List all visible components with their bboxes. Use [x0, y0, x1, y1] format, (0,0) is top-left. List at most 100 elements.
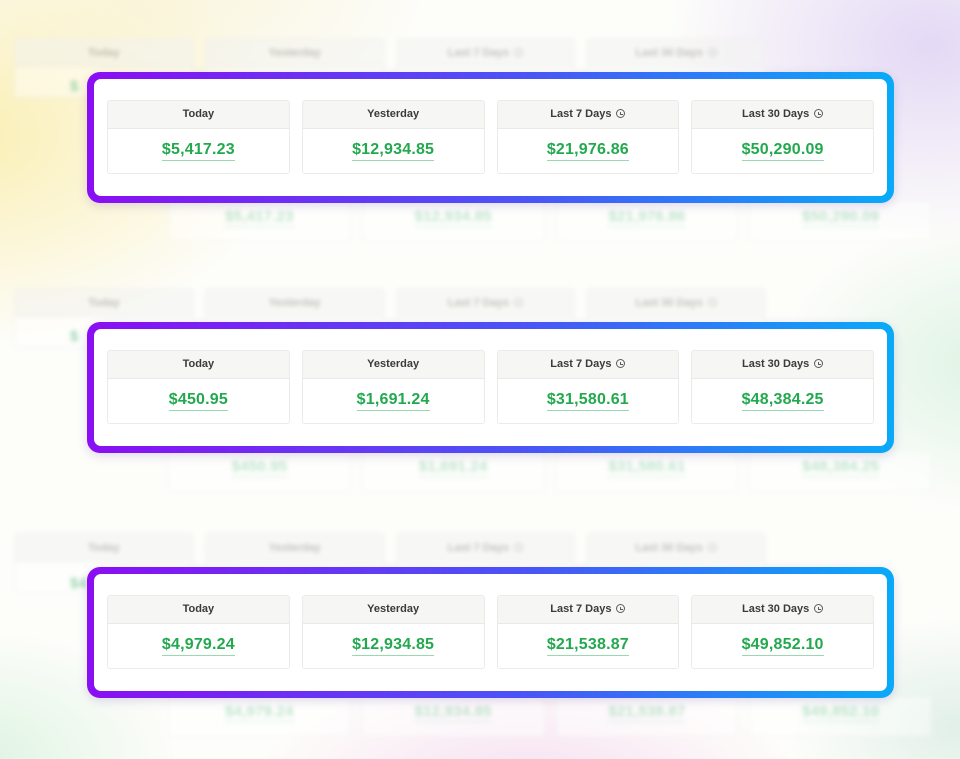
bg-stat-card: $12,934.85	[361, 202, 545, 242]
stat-period-label: Last 7 Days	[550, 108, 612, 120]
stat-card-today: Today $450.95	[107, 350, 290, 424]
bg-stat-card: $450.95	[168, 452, 351, 492]
stat-period-label: Yesterday	[367, 108, 420, 120]
stat-period-label: Last 30 Days	[741, 358, 810, 370]
stat-period-header: Last 7 Days	[497, 351, 679, 379]
stat-amount-link[interactable]: $450.95	[168, 391, 228, 411]
stat-amount-link[interactable]: $1,691.24	[356, 391, 430, 411]
stat-card-today: Today $4,979.24	[107, 595, 290, 669]
bg-period-label: Last 30 Days	[635, 542, 703, 554]
bg-partial-amount: $4	[70, 575, 87, 592]
bg-stat-amount: $5,417.23	[225, 208, 294, 227]
bg-stat-amount: $12,934.85	[414, 703, 492, 722]
stat-period-header: Yesterday	[302, 351, 484, 379]
bg-stat-card: $50,290.09	[749, 202, 932, 242]
bg-stat-amount: $50,290.09	[802, 208, 880, 227]
highlight-panel-3: Today $4,979.24 Yesterday $12,934.85 Las…	[87, 567, 894, 698]
clock-icon	[707, 298, 717, 307]
clock-icon[interactable]	[814, 109, 824, 118]
stat-period-header: Today	[108, 351, 289, 379]
bg-period-label: Last 7 Days	[447, 297, 509, 309]
stat-amount-link[interactable]: $49,852.10	[741, 636, 824, 656]
bg-period-label: Yesterday	[268, 297, 321, 309]
clock-icon	[513, 298, 523, 307]
bg-amount-row-3: $4,979.24 $12,934.85 $21,538.87 $49,852.…	[168, 697, 932, 737]
clock-icon[interactable]	[616, 604, 626, 613]
bg-stat-card: $48,384.25	[749, 452, 932, 492]
clock-icon[interactable]	[616, 359, 626, 368]
bg-stat-card: $1,691.24	[361, 452, 545, 492]
stat-card-yesterday: Yesterday $12,934.85	[301, 595, 485, 669]
bg-stat-amount: $21,538.87	[608, 703, 686, 722]
stat-card-last-30-days: Last 30 Days $49,852.10	[691, 595, 874, 669]
stat-amount-link[interactable]: $5,417.23	[161, 141, 235, 161]
bg-stat-amount: $4,979.24	[225, 703, 294, 722]
stat-amount-link[interactable]: $48,384.25	[741, 391, 824, 411]
bg-stat-amount: $49,852.10	[802, 703, 880, 722]
bg-stat-amount: $21,976.86	[608, 208, 686, 227]
stat-period-header: Today	[108, 596, 289, 624]
stat-period-header: Last 30 Days	[692, 101, 873, 129]
stat-period-label: Last 30 Days	[741, 108, 810, 120]
bg-stat-card: $4,979.24	[168, 697, 351, 737]
stat-period-label: Yesterday	[367, 603, 420, 615]
bg-amount-row-1: $5,417.23 $12,934.85 $21,976.86 $50,290.…	[168, 202, 932, 242]
stat-period-label: Yesterday	[367, 358, 420, 370]
clock-icon[interactable]	[814, 604, 824, 613]
stat-card-yesterday: Yesterday $1,691.24	[301, 350, 485, 424]
bg-period-label: Last 7 Days	[447, 542, 509, 554]
stat-card-yesterday: Yesterday $12,934.85	[301, 100, 485, 174]
bg-period-label: Today	[88, 297, 120, 309]
bg-stat-card: $5,417.23	[168, 202, 351, 242]
stat-amount-link[interactable]: $12,934.85	[352, 141, 435, 161]
clock-icon[interactable]	[814, 359, 824, 368]
bg-period-label: Last 30 Days	[635, 47, 703, 59]
stat-period-label: Today	[182, 358, 215, 370]
stat-period-label: Last 30 Days	[741, 603, 810, 615]
clock-icon	[707, 543, 717, 552]
stat-card-today: Today $5,417.23	[107, 100, 290, 174]
stat-card-last-7-days: Last 7 Days $31,580.61	[496, 350, 680, 424]
stat-amount-link[interactable]: $21,538.87	[546, 636, 629, 656]
bg-period-label: Yesterday	[268, 47, 321, 59]
stat-period-header: Today	[108, 101, 289, 129]
stat-period-header: Yesterday	[302, 101, 484, 129]
clock-icon	[513, 543, 523, 552]
stat-period-label: Last 7 Days	[550, 358, 612, 370]
bg-amount-row-2: $450.95 $1,691.24 $31,580.61 $48,384.25	[168, 452, 932, 492]
stat-amount-link[interactable]: $12,934.85	[352, 636, 435, 656]
stat-period-label: Today	[182, 603, 215, 615]
stat-card-last-30-days: Last 30 Days $50,290.09	[691, 100, 874, 174]
clock-icon[interactable]	[616, 109, 626, 118]
bg-partial-amount: $	[70, 328, 79, 345]
stat-amount-link[interactable]: $21,976.86	[546, 141, 629, 161]
bg-period-label: Yesterday	[268, 542, 321, 554]
stat-card-last-7-days: Last 7 Days $21,976.86	[496, 100, 680, 174]
highlight-panel-1: Today $5,417.23 Yesterday $12,934.85 Las…	[87, 72, 894, 203]
bg-stat-amount: $1,691.24	[418, 458, 488, 477]
bg-stat-amount: $31,580.61	[608, 458, 686, 477]
stat-period-header: Last 7 Days	[497, 101, 679, 129]
stat-amount-link[interactable]: $4,979.24	[161, 636, 235, 656]
bg-period-label: Today	[88, 542, 120, 554]
bg-stat-amount: $48,384.25	[802, 458, 880, 477]
bg-stat-amount: $450.95	[231, 458, 288, 477]
stat-amount-link[interactable]: $50,290.09	[741, 141, 824, 161]
bg-period-label: Today	[88, 47, 120, 59]
stat-period-header: Yesterday	[302, 596, 484, 624]
stat-period-header: Last 30 Days	[692, 596, 873, 624]
bg-stat-card: $49,852.10	[749, 697, 932, 737]
clock-icon	[707, 48, 717, 57]
bg-stat-amount: $12,934.85	[414, 208, 492, 227]
bg-stat-card: $21,538.87	[555, 697, 739, 737]
stat-period-label: Last 7 Days	[550, 603, 612, 615]
stat-period-header: Last 30 Days	[692, 351, 873, 379]
bg-partial-amount: $	[70, 78, 79, 95]
bg-stat-card: $31,580.61	[555, 452, 739, 492]
bg-stat-card: $21,976.86	[555, 202, 739, 242]
stat-card-last-7-days: Last 7 Days $21,538.87	[496, 595, 680, 669]
bg-stat-card: Today	[14, 533, 194, 593]
bg-stat-card: $12,934.85	[361, 697, 545, 737]
stat-amount-link[interactable]: $31,580.61	[546, 391, 629, 411]
stat-card-last-30-days: Last 30 Days $48,384.25	[691, 350, 874, 424]
